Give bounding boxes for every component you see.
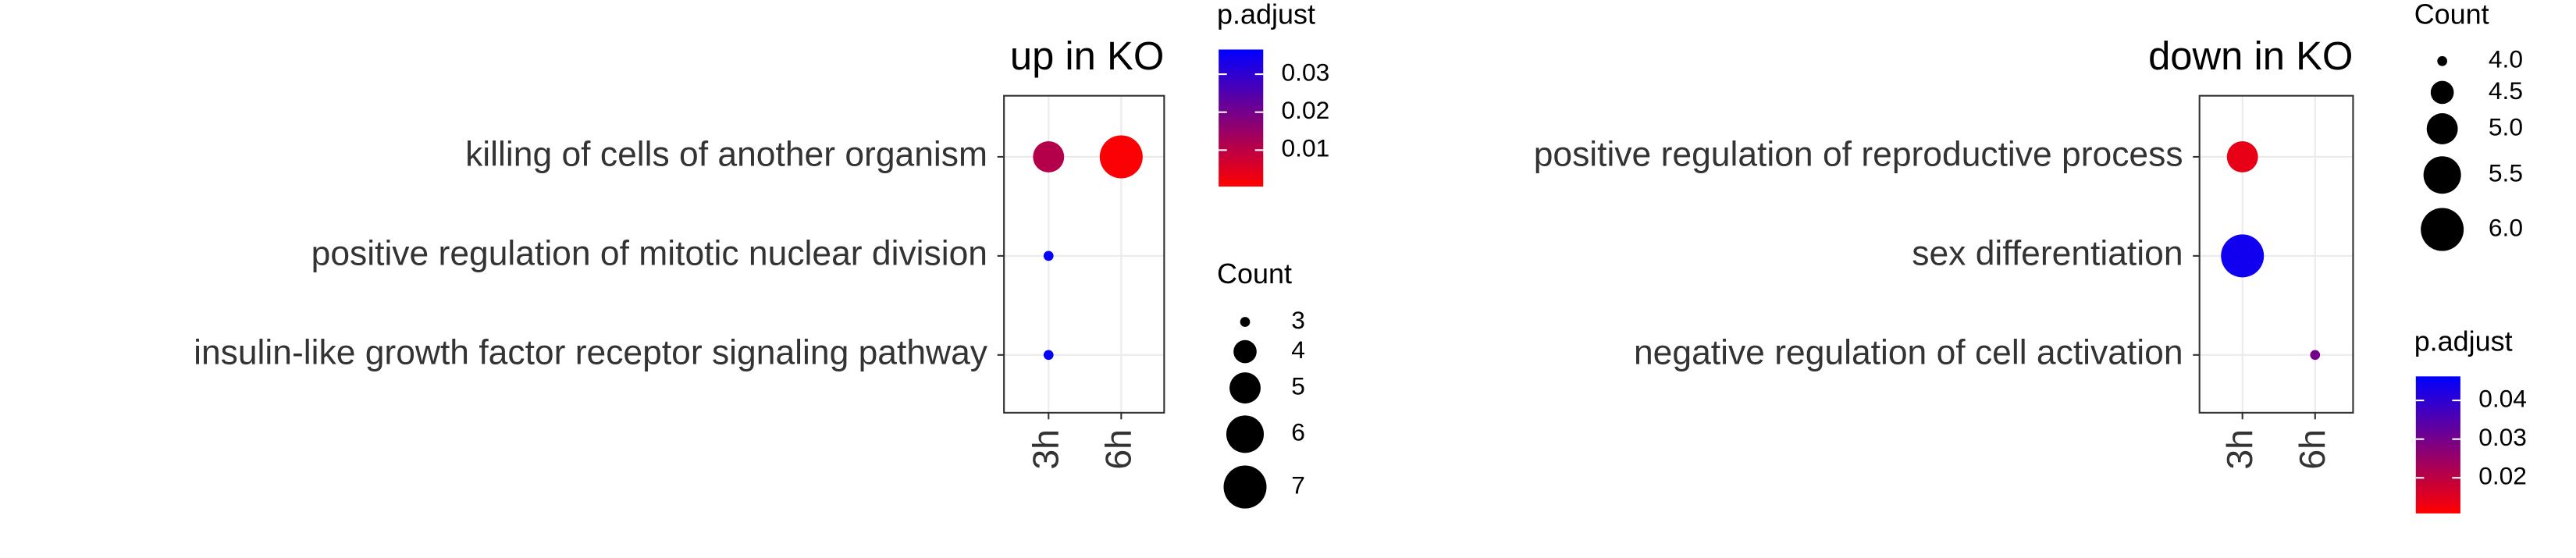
color-bar bbox=[2415, 376, 2460, 514]
color-tick-label: 0.03 bbox=[2478, 423, 2527, 451]
color-tick-label: 0.02 bbox=[1282, 96, 1330, 124]
size-key bbox=[2430, 80, 2454, 105]
size-key bbox=[2423, 156, 2461, 194]
x-tick-label: 6h bbox=[1098, 429, 1139, 470]
color-legend-title: p.adjust bbox=[1217, 0, 1315, 30]
y-tick-label: positive regulation of mitotic nuclear d… bbox=[311, 235, 987, 273]
size-tick-label: 4.5 bbox=[2489, 76, 2523, 105]
y-tick-label: killing of cells of another organism bbox=[465, 136, 987, 174]
x-tick-label: 6h bbox=[2292, 429, 2332, 470]
size-tick-label: 5.0 bbox=[2489, 112, 2523, 140]
size-key bbox=[2421, 208, 2464, 251]
size-key bbox=[1229, 372, 1261, 404]
size-legend-title: Count bbox=[1217, 258, 1292, 290]
size-tick-label: 5 bbox=[1291, 371, 1305, 400]
size-tick-label: 5.5 bbox=[2489, 159, 2523, 187]
size-tick-label: 6.0 bbox=[2489, 213, 2523, 241]
y-tick-label: positive regulation of reproductive proc… bbox=[1534, 136, 2183, 174]
color-tick-label: 0.01 bbox=[1282, 134, 1330, 162]
dot bbox=[1043, 350, 1054, 361]
dot bbox=[1033, 141, 1065, 172]
color-tick-label: 0.03 bbox=[1282, 58, 1330, 86]
size-key bbox=[1233, 339, 1257, 364]
size-key bbox=[1223, 465, 1267, 509]
panel-border bbox=[2198, 94, 2354, 414]
color-bar bbox=[1219, 49, 1264, 187]
y-tick-label: negative regulation of cell activation bbox=[1634, 334, 2183, 372]
panel bbox=[1004, 95, 1165, 413]
size-key bbox=[2426, 113, 2458, 144]
panel-border bbox=[1003, 94, 1165, 414]
size-tick-label: 4.0 bbox=[2489, 45, 2523, 73]
chart-title: up in KO bbox=[1010, 34, 1164, 78]
y-tick-label: insulin-like growth factor receptor sign… bbox=[194, 334, 988, 372]
dot bbox=[1099, 135, 1143, 179]
x-tick-label: 3h bbox=[2219, 429, 2260, 470]
dot bbox=[1043, 251, 1054, 261]
color-legend-title: p.adjust bbox=[2414, 325, 2513, 357]
size-key bbox=[2437, 55, 2447, 66]
y-tick-label: sex differentiation bbox=[1912, 235, 2183, 273]
size-legend-title: Count bbox=[2414, 0, 2489, 30]
size-key bbox=[1240, 317, 1251, 327]
dot bbox=[2310, 350, 2321, 361]
dot bbox=[2226, 141, 2258, 172]
size-tick-label: 4 bbox=[1291, 336, 1305, 364]
size-key bbox=[1226, 415, 1265, 453]
color-tick-label: 0.02 bbox=[2478, 462, 2527, 490]
x-tick-label: 3h bbox=[1026, 429, 1066, 470]
size-tick-label: 7 bbox=[1291, 471, 1305, 499]
size-tick-label: 3 bbox=[1291, 306, 1305, 334]
chart-title: down in KO bbox=[2148, 34, 2353, 78]
size-tick-label: 6 bbox=[1291, 418, 1305, 446]
dot bbox=[2221, 234, 2265, 278]
color-tick-label: 0.04 bbox=[2478, 384, 2527, 412]
